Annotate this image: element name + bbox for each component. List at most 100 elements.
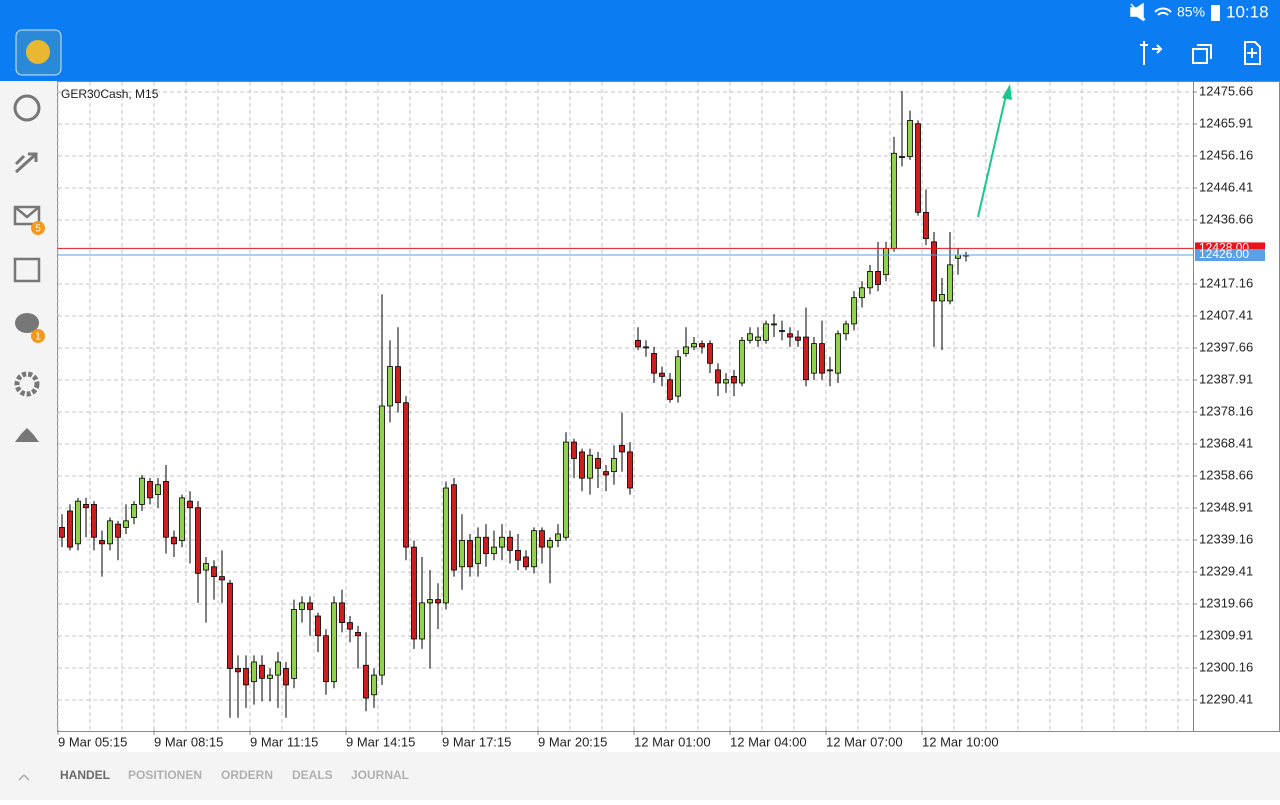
candle-body bbox=[115, 523, 121, 538]
tab[interactable]: ORDERN bbox=[221, 768, 273, 782]
candle-body bbox=[139, 477, 145, 505]
candle-body bbox=[779, 330, 785, 332]
y-tick-label: 12368.41 bbox=[1199, 435, 1253, 450]
candle-body bbox=[915, 123, 921, 213]
candle-body bbox=[923, 211, 929, 239]
candle-body bbox=[603, 471, 609, 476]
candle-body bbox=[91, 504, 97, 538]
candle-body bbox=[251, 661, 257, 683]
tab[interactable]: JOURNAL bbox=[351, 768, 409, 782]
y-tick-label: 12358.66 bbox=[1199, 467, 1253, 482]
candle-body bbox=[235, 668, 241, 673]
candle-body bbox=[75, 500, 81, 545]
candle-body bbox=[843, 323, 849, 335]
candle-body bbox=[907, 120, 913, 157]
trend-arrow bbox=[977, 94, 1007, 218]
candle-body bbox=[147, 481, 153, 499]
candle-body bbox=[643, 346, 649, 349]
candle-body bbox=[619, 444, 625, 453]
tab[interactable]: DEALS bbox=[292, 768, 333, 782]
candle-body bbox=[811, 343, 817, 374]
candle-body bbox=[491, 546, 497, 555]
expand-caret[interactable] bbox=[18, 773, 30, 781]
app-logo-coin bbox=[26, 40, 50, 64]
candle-body bbox=[483, 536, 489, 555]
trade-icon[interactable] bbox=[14, 152, 38, 174]
candle-body bbox=[131, 504, 137, 518]
price-label: 12426.00 bbox=[1199, 247, 1249, 261]
x-tick-label: 9 Mar 11:15 bbox=[250, 734, 318, 749]
candle-body bbox=[355, 632, 361, 637]
candle-body bbox=[435, 599, 441, 604]
candle-body bbox=[67, 510, 73, 548]
candle-body bbox=[155, 484, 161, 495]
candle-body bbox=[243, 668, 249, 686]
candle-body bbox=[123, 520, 129, 528]
chat-badge bbox=[31, 329, 45, 343]
bottom-bar bbox=[0, 752, 1280, 800]
candle-body bbox=[883, 248, 889, 276]
x-tick-label: 9 Mar 05:15 bbox=[58, 734, 127, 749]
candle-body bbox=[819, 343, 825, 374]
account-icon[interactable] bbox=[13, 94, 41, 122]
candle-body bbox=[827, 369, 833, 372]
windows-icon[interactable] bbox=[1192, 44, 1212, 64]
news-icon[interactable] bbox=[13, 257, 41, 283]
chat-badge-count: 1 bbox=[35, 332, 41, 343]
candle-body bbox=[187, 500, 193, 509]
y-tick-label: 12475.66 bbox=[1199, 83, 1253, 98]
candle-body bbox=[587, 454, 593, 479]
chat-icon[interactable] bbox=[15, 313, 39, 333]
candle-body bbox=[323, 635, 329, 683]
y-tick-label: 12407.41 bbox=[1199, 307, 1253, 322]
candle-body bbox=[443, 487, 449, 604]
candle-body bbox=[715, 369, 721, 384]
candle-body bbox=[859, 287, 865, 299]
y-tick-label: 12319.66 bbox=[1199, 595, 1253, 610]
mail-badge-count: 5 bbox=[35, 224, 41, 235]
y-tick-label: 12348.91 bbox=[1199, 499, 1253, 514]
tab[interactable]: POSITIONEN bbox=[128, 768, 202, 782]
candle-body bbox=[531, 530, 537, 568]
candle-body bbox=[891, 152, 897, 249]
candle-body bbox=[451, 484, 457, 571]
sidebar bbox=[0, 81, 57, 752]
tab[interactable]: HANDEL bbox=[60, 768, 110, 782]
top-bar bbox=[0, 0, 1280, 81]
candle-body bbox=[339, 602, 345, 623]
candle-body bbox=[627, 451, 633, 489]
candle-body bbox=[731, 376, 737, 384]
chart-title: GER30Cash, M15 bbox=[61, 87, 159, 101]
settings-icon[interactable] bbox=[14, 371, 40, 397]
candle-body bbox=[867, 271, 873, 289]
candle-body bbox=[787, 333, 793, 338]
candle-body bbox=[419, 602, 425, 640]
candle-body bbox=[371, 674, 377, 696]
y-tick-label: 12397.66 bbox=[1199, 339, 1253, 354]
y-tick-label: 12436.66 bbox=[1199, 211, 1253, 226]
candle-body bbox=[299, 602, 305, 610]
candle-body bbox=[691, 343, 697, 348]
chart-frame bbox=[57, 81, 1280, 732]
mail-icon[interactable] bbox=[13, 205, 41, 226]
symbols-icon[interactable] bbox=[1140, 41, 1163, 65]
candle-body bbox=[499, 536, 505, 548]
candle-body bbox=[875, 271, 881, 285]
candle-body bbox=[835, 333, 841, 374]
community-icon[interactable] bbox=[15, 428, 39, 442]
candle-body bbox=[315, 615, 321, 637]
battery: 85% bbox=[1177, 4, 1205, 20]
candle-body bbox=[267, 674, 273, 679]
candle-body bbox=[755, 336, 761, 341]
candle-body bbox=[259, 664, 265, 679]
candle-body bbox=[179, 497, 185, 541]
candle-body bbox=[659, 372, 665, 377]
new-order-icon[interactable] bbox=[1244, 41, 1261, 65]
candle-body bbox=[747, 333, 753, 341]
candle-body bbox=[395, 366, 401, 404]
candle-body bbox=[803, 336, 809, 381]
trend-arrow-head bbox=[1002, 84, 1012, 100]
candle-body bbox=[547, 540, 553, 548]
candle-body bbox=[275, 661, 281, 676]
candle-body bbox=[515, 549, 521, 561]
